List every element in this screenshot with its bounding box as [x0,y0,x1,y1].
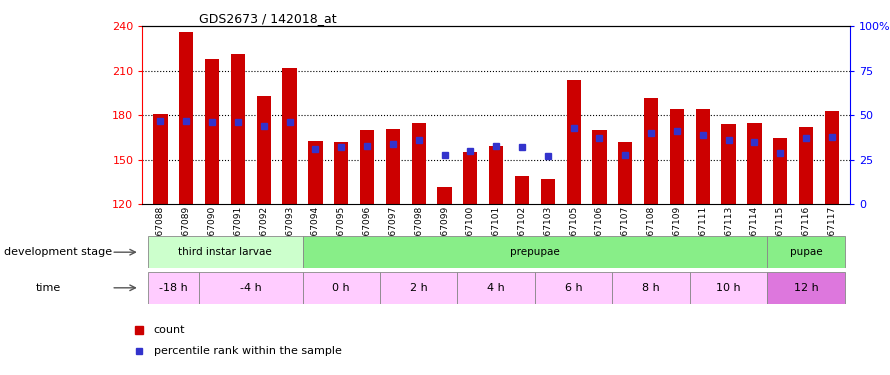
Bar [148,272,199,304]
Bar [670,110,684,204]
Text: 8 h: 8 h [643,283,660,293]
Bar [464,152,477,204]
Text: third instar larvae: third instar larvae [178,247,272,257]
Bar [825,111,839,204]
Bar [334,142,348,204]
Bar [148,236,303,268]
Bar [457,272,535,304]
Bar [567,80,581,204]
Bar [282,68,296,204]
Bar [612,272,690,304]
Bar [205,59,219,204]
Text: 10 h: 10 h [716,283,740,293]
Text: prepupae: prepupae [510,247,560,257]
Bar [541,179,555,204]
Text: percentile rank within the sample: percentile rank within the sample [154,346,342,356]
Bar [515,176,529,204]
Text: pupae: pupae [789,247,822,257]
Bar [619,142,633,204]
Bar [748,123,762,204]
Bar [385,129,400,204]
Bar [179,32,193,204]
Text: 4 h: 4 h [488,283,505,293]
Bar [593,130,607,204]
Text: 0 h: 0 h [333,283,350,293]
Text: 2 h: 2 h [409,283,427,293]
Bar [773,138,788,204]
Bar [490,147,503,204]
Bar [411,123,425,204]
Text: 12 h: 12 h [794,283,819,293]
Text: 6 h: 6 h [565,283,582,293]
Text: time: time [36,283,61,293]
Bar [303,272,380,304]
Bar [437,187,451,204]
Bar [722,124,736,204]
Bar [360,130,374,204]
Text: GDS2673 / 142018_at: GDS2673 / 142018_at [199,12,336,25]
Text: count: count [154,325,185,335]
Bar [199,272,303,304]
Bar [153,114,167,204]
Text: -4 h: -4 h [240,283,262,293]
Bar [690,272,767,304]
Bar [767,236,845,268]
Bar [231,54,245,204]
Bar [696,110,710,204]
Bar [303,236,767,268]
Bar [308,141,322,204]
Bar [644,98,659,204]
Bar [799,127,813,204]
Bar [256,96,271,204]
Text: development stage: development stage [4,247,112,257]
Bar [767,272,845,304]
Text: -18 h: -18 h [159,283,188,293]
Bar [535,272,612,304]
Bar [380,272,457,304]
